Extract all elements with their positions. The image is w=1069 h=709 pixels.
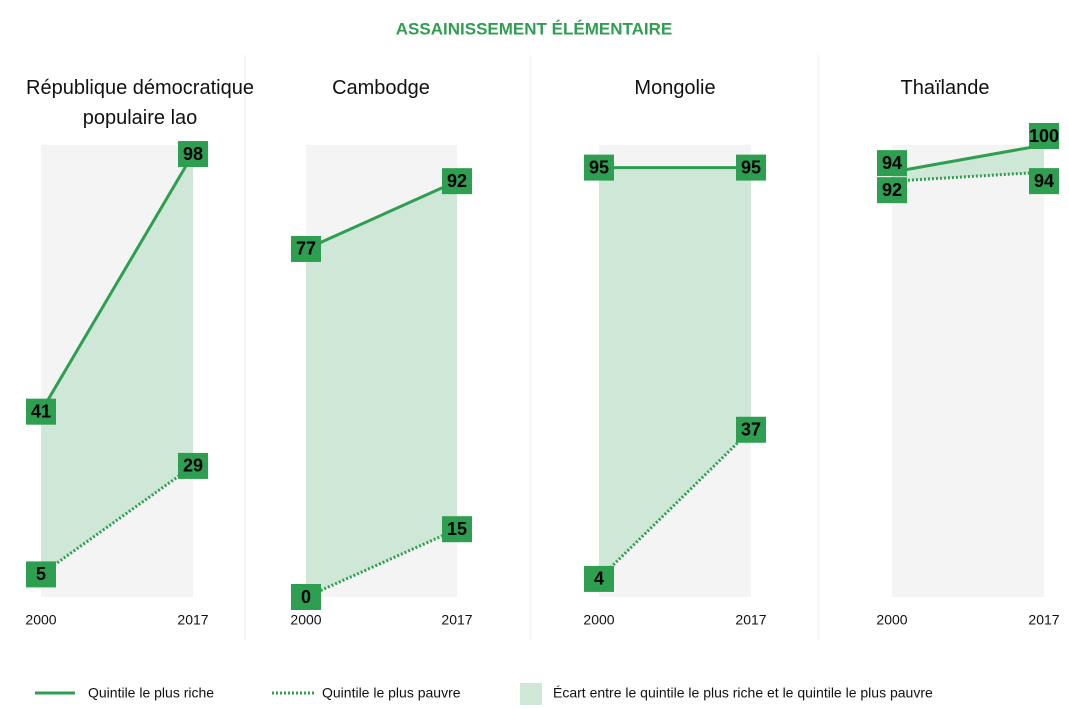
data-label-box xyxy=(178,452,208,479)
data-label: 37 xyxy=(741,420,761,440)
data-label: 95 xyxy=(741,157,761,177)
panel-title: République démocratique populaire lao xyxy=(26,77,254,129)
data-label-box xyxy=(442,168,472,195)
data-label-box xyxy=(877,150,907,177)
data-label: 0 xyxy=(301,587,311,607)
data-label: 92 xyxy=(447,171,467,191)
series-line xyxy=(305,527,458,599)
data-label-box xyxy=(1029,123,1059,149)
gap-area xyxy=(599,167,751,579)
series-line xyxy=(891,170,1045,183)
data-label: 15 xyxy=(447,519,467,539)
data-label: 92 xyxy=(882,180,902,200)
data-label-box xyxy=(736,416,766,443)
panel-title: Thaïlande xyxy=(900,77,990,99)
panel-title: Cambodge xyxy=(332,77,430,99)
x-tick-label: 2017 xyxy=(735,612,766,628)
data-label: 77 xyxy=(296,239,316,259)
data-label-box xyxy=(584,565,614,592)
chart-title: ASSAINISSEMENT ÉLÉMENTAIRE xyxy=(396,19,672,38)
data-label: 100 xyxy=(1029,126,1059,146)
data-label: 4 xyxy=(594,569,604,589)
legend-label: Quintile le plus pauvre xyxy=(322,685,461,701)
data-label-box xyxy=(291,235,321,262)
data-label: 95 xyxy=(589,157,609,177)
plot-background xyxy=(892,145,1044,597)
x-tick-label: 2000 xyxy=(290,612,321,628)
x-tick-label: 2000 xyxy=(583,612,614,628)
data-label: 94 xyxy=(882,153,902,173)
data-label: 94 xyxy=(1034,171,1054,191)
panel-title: Mongolie xyxy=(634,77,716,99)
data-label-box xyxy=(291,584,321,610)
series-line xyxy=(40,464,194,576)
data-label-box xyxy=(442,516,472,543)
data-label: 29 xyxy=(183,456,203,476)
data-label: 41 xyxy=(31,401,51,421)
gap-area xyxy=(41,154,193,575)
data-label-box xyxy=(584,154,614,181)
data-label-box xyxy=(26,398,56,425)
x-tick-label: 2000 xyxy=(876,612,907,628)
series-line xyxy=(891,143,1045,174)
legend-label: Quintile le plus riche xyxy=(88,685,214,701)
gap-area xyxy=(306,181,457,597)
series-line xyxy=(597,428,753,580)
legend-swatch xyxy=(520,683,542,705)
x-tick-label: 2017 xyxy=(177,612,208,628)
data-label-box xyxy=(736,154,766,181)
x-tick-label: 2000 xyxy=(25,612,56,628)
data-label-box xyxy=(877,177,907,204)
series-line xyxy=(39,153,195,413)
data-label-box xyxy=(26,561,56,588)
legend-label: Écart entre le quintile le plus riche et… xyxy=(553,685,933,701)
gap-area xyxy=(892,145,1044,182)
data-label-box xyxy=(178,141,208,168)
data-label: 98 xyxy=(183,144,203,164)
x-tick-label: 2017 xyxy=(441,612,472,628)
data-label-box xyxy=(1029,168,1059,195)
data-label: 5 xyxy=(36,564,46,584)
series-line xyxy=(305,179,458,251)
x-tick-label: 2017 xyxy=(1028,612,1059,628)
